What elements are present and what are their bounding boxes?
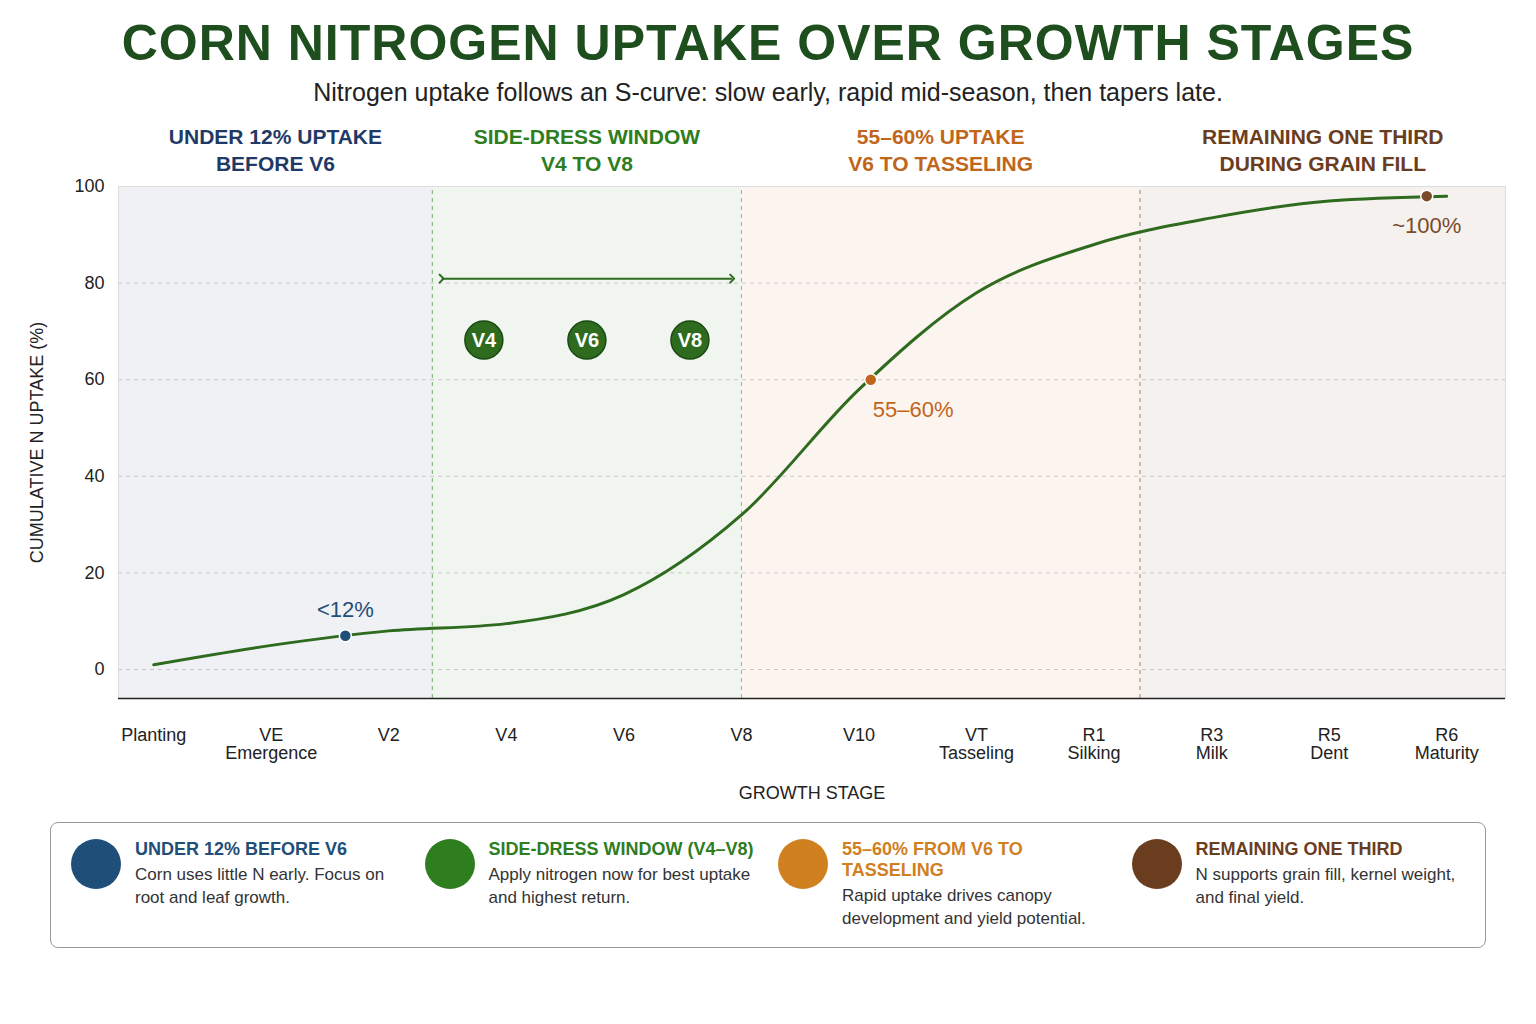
svg-text:GROWTH STAGE: GROWTH STAGE — [739, 783, 886, 803]
svg-text:VEEmergence: VEEmergence — [225, 725, 317, 763]
svg-text:V4: V4 — [472, 329, 497, 351]
html-text:CORN NITROGEN UPTAKE OVER GROW: CORN NITROGEN UPTAKE OVER GROWTH STAGES — [121, 15, 1415, 71]
svg-text:<12%: <12% — [317, 597, 374, 622]
svg-text:R5Dent: R5Dent — [1310, 725, 1348, 763]
svg-text:V8: V8 — [730, 725, 752, 745]
html-text:Apply nitrogen now for best up: Apply nitrogen now for best uptake and h… — [488, 865, 751, 907]
svg-text:55–60% UPTAKEV6 TO TASSELING: 55–60% UPTAKEV6 TO TASSELING — [848, 125, 1033, 175]
svg-text:60: 60 — [84, 369, 104, 389]
html-text:N supports grain fill, kernel: N supports grain fill, kernel weight, an… — [1195, 865, 1456, 907]
svg-text:V10: V10 — [843, 725, 875, 745]
html-text:55–60% FROM V6 TO TASSELING: 55–60% FROM V6 TO TASSELING — [842, 839, 1023, 880]
svg-text:0: 0 — [94, 659, 104, 679]
html-text:SIDE-DRESS WINDOW (V4–V8): SIDE-DRESS WINDOW (V4–V8) — [488, 839, 754, 859]
svg-text:V2: V2 — [378, 725, 400, 745]
svg-text:20: 20 — [84, 563, 104, 583]
html-text:UNDER 12% BEFORE V6: UNDER 12% BEFORE V6 — [135, 839, 348, 859]
html-text:Nitrogen uptake follows an S-c: Nitrogen uptake follows an S-curve: slow… — [313, 78, 1223, 106]
svg-text:VTTasseling: VTTasseling — [939, 725, 1014, 763]
svg-text:100: 100 — [74, 176, 104, 196]
svg-text:UNDER 12% UPTAKEBEFORE V6: UNDER 12% UPTAKEBEFORE V6 — [169, 125, 382, 175]
html-text:Corn uses little N early. Focu: Corn uses little N early. Focus on root … — [135, 865, 385, 907]
svg-text:80: 80 — [84, 273, 104, 293]
svg-text:~100%: ~100% — [1392, 213, 1461, 238]
svg-text:CUMULATIVE N UPTAKE (%): CUMULATIVE N UPTAKE (%) — [27, 322, 47, 563]
svg-text:V6: V6 — [613, 725, 635, 745]
html-text:Rapid uptake drives canopy dev: Rapid uptake drives canopy development a… — [842, 886, 1086, 928]
svg-text:V6: V6 — [575, 329, 599, 351]
svg-text:55–60%: 55–60% — [873, 397, 954, 422]
svg-text:SIDE-DRESS WINDOWV4 TO V8: SIDE-DRESS WINDOWV4 TO V8 — [474, 125, 701, 175]
svg-text:R6Maturity: R6Maturity — [1415, 725, 1479, 763]
svg-text:40: 40 — [84, 466, 104, 486]
svg-text:REMAINING ONE THIRDDURING GRAI: REMAINING ONE THIRDDURING GRAIN FILL — [1202, 125, 1444, 175]
svg-text:Planting: Planting — [121, 725, 186, 745]
svg-text:V8: V8 — [678, 329, 702, 351]
svg-text:R1Silking: R1Silking — [1068, 725, 1121, 763]
svg-text:R3Milk: R3Milk — [1196, 725, 1229, 763]
html-text:REMAINING ONE THIRD: REMAINING ONE THIRD — [1195, 839, 1403, 859]
svg-text:V4: V4 — [495, 725, 517, 745]
